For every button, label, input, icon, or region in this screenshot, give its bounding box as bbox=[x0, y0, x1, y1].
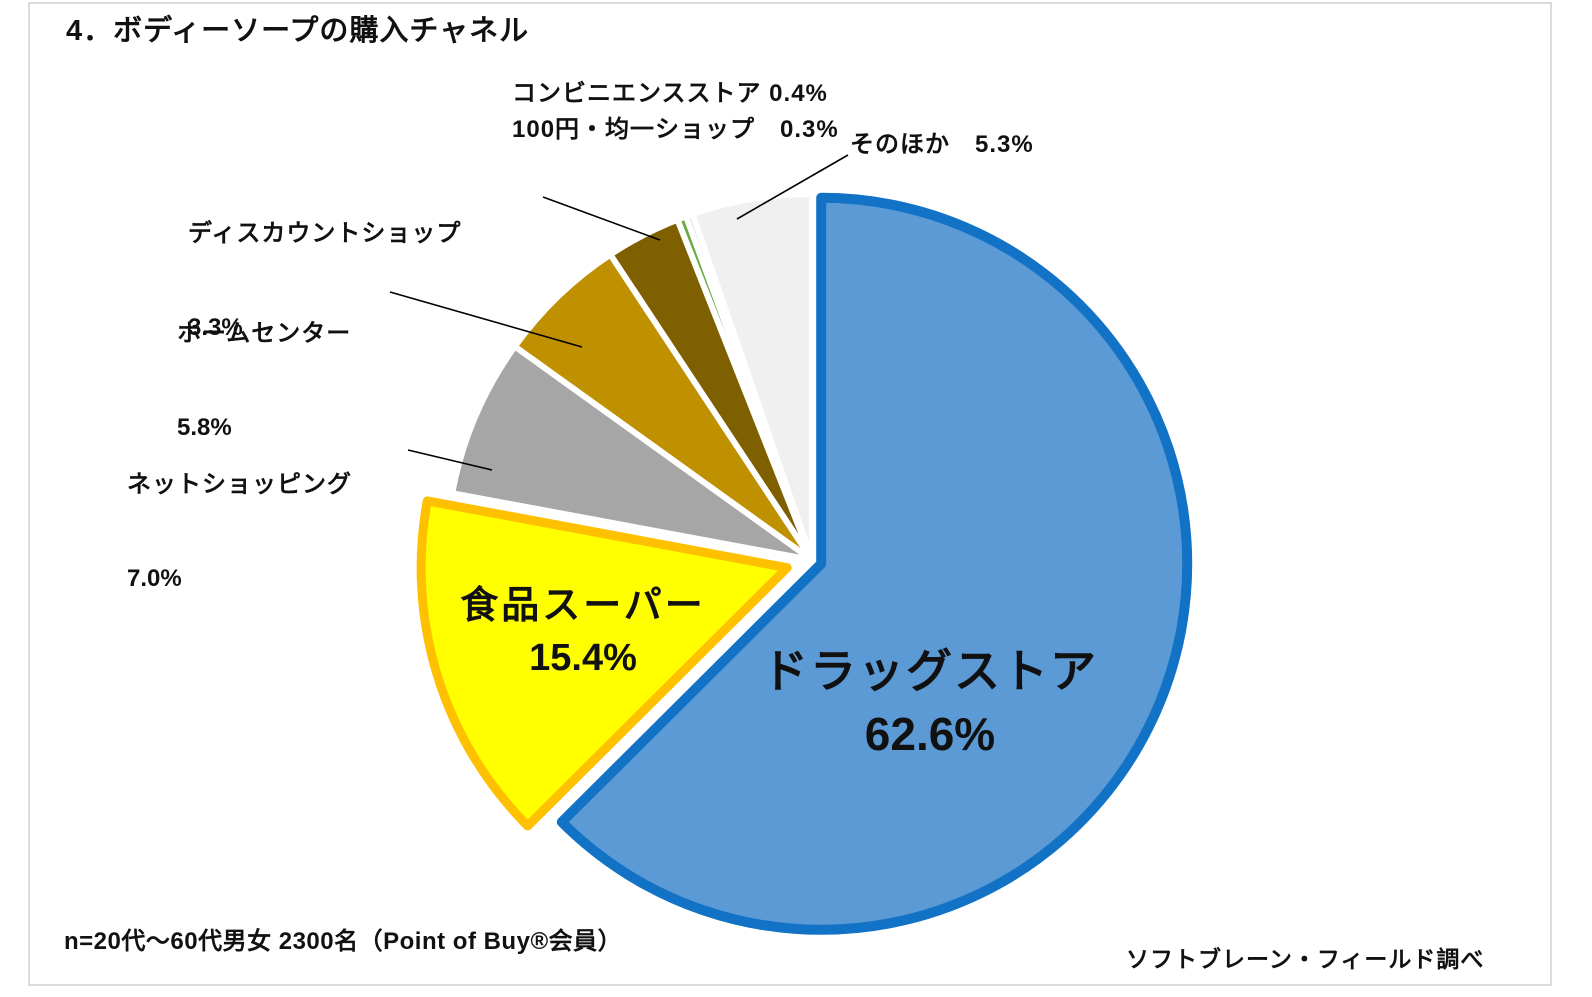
callout-other: そのほか 5.3% bbox=[850, 131, 1034, 158]
slice-label-food-super: 食品スーパー 15.4% bbox=[418, 580, 748, 684]
callout-discount-shop-value: 3.3% bbox=[188, 313, 243, 341]
leader-line bbox=[389, 291, 583, 348]
page-title: 4．ボディーソープの購入チャネル bbox=[66, 15, 530, 47]
callout-convenience-store: コンビニエンスストア 0.4% bbox=[512, 80, 828, 107]
callout-discount-shop-label: ディスカウントショップ bbox=[188, 219, 462, 247]
callout-net-shopping-value: 7.0% bbox=[127, 564, 182, 592]
callout-net-shopping: ネットショッピング 7.0% bbox=[127, 413, 352, 623]
pie-slice-2 bbox=[449, 343, 815, 563]
slice-label-drug-store: ドラッグストア 62.6% bbox=[760, 640, 1100, 766]
callout-home-center-value: 5.8% bbox=[177, 413, 232, 441]
slice-label-food-super-name: 食品スーパー bbox=[460, 585, 706, 627]
pie-slice-0 bbox=[556, 192, 1193, 935]
slice-label-drug-store-value: 62.6% bbox=[864, 708, 996, 760]
source-credit: ソフトブレーン・フィールド調べ bbox=[1126, 946, 1485, 972]
slice-label-food-super-value: 15.4% bbox=[529, 637, 637, 679]
leader-line bbox=[542, 196, 661, 241]
callout-home-center-label: ホームセンター bbox=[177, 319, 352, 347]
callout-home-center: ホームセンター 5.8% bbox=[177, 262, 351, 472]
sample-footnote: n=20代〜60代男女 2300名（Point of Buy®会員） bbox=[64, 928, 623, 955]
leader-line bbox=[736, 154, 849, 220]
callout-net-shopping-label: ネットショッピング bbox=[127, 470, 352, 498]
slice-label-drug-store-name: ドラッグストア bbox=[762, 645, 1098, 697]
leader-line bbox=[407, 449, 493, 471]
callout-discount-shop: ディスカウントショップ 3.3% bbox=[188, 162, 461, 372]
pie-slice-1 bbox=[416, 496, 792, 831]
callout-100yen-shop: 100円・均一ショップ 0.3% bbox=[512, 116, 839, 143]
